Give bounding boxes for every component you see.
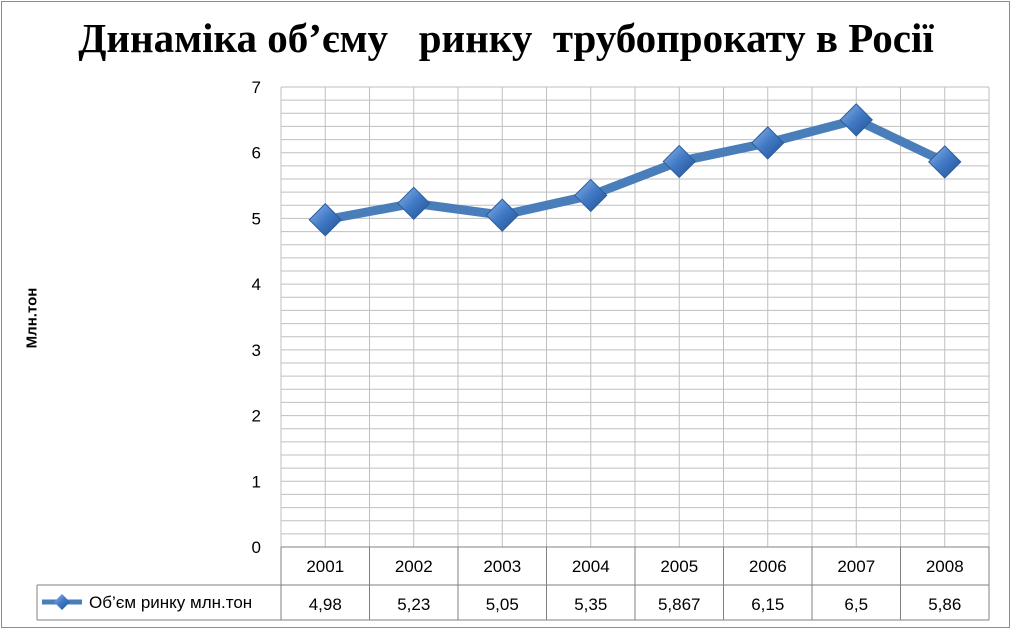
data-point-marker xyxy=(751,126,785,160)
data-point-marker xyxy=(397,186,431,221)
data-table-value: 5,86 xyxy=(928,595,961,614)
y-tick-label: 2 xyxy=(252,407,261,426)
x-tick-label: 2003 xyxy=(483,557,521,576)
y-tick-label: 6 xyxy=(252,144,261,163)
data-point-marker xyxy=(928,145,962,179)
y-tick-label: 5 xyxy=(252,209,261,228)
data-table-value: 4,98 xyxy=(309,595,342,614)
data-point-marker xyxy=(485,198,519,232)
data-point-marker xyxy=(308,203,342,237)
series-line xyxy=(324,115,947,225)
x-tick-label: 2006 xyxy=(749,557,787,576)
data-point-marker xyxy=(574,178,608,213)
x-tick-label: 2002 xyxy=(395,557,433,576)
data-point-marker xyxy=(839,103,873,137)
y-tick-label: 4 xyxy=(252,275,261,294)
x-tick-label: 2007 xyxy=(837,557,875,576)
data-table-value: 5,23 xyxy=(397,595,430,614)
y-tick-label: 3 xyxy=(252,341,261,360)
data-table-value: 5,867 xyxy=(658,595,701,614)
y-tick-label: 7 xyxy=(252,78,261,97)
legend-label: Об’єм ринку млн.тон xyxy=(89,593,252,612)
y-tick-label: 1 xyxy=(252,472,261,491)
x-tick-label: 2004 xyxy=(572,557,610,576)
y-tick-label: 0 xyxy=(252,538,261,557)
x-tick-label: 2008 xyxy=(926,557,964,576)
data-table-value: 6,5 xyxy=(844,595,868,614)
data-table-value: 5,05 xyxy=(486,595,519,614)
data-point-marker xyxy=(662,144,696,179)
data-table-value: 6,15 xyxy=(751,595,784,614)
chart-title: Динаміка об’єму ринку трубопрокату в Рос… xyxy=(78,15,934,61)
x-tick-label: 2005 xyxy=(660,557,698,576)
data-table-value: 5,35 xyxy=(574,595,607,614)
x-tick-label: 2001 xyxy=(306,557,344,576)
legend-marker-icon xyxy=(54,594,70,610)
